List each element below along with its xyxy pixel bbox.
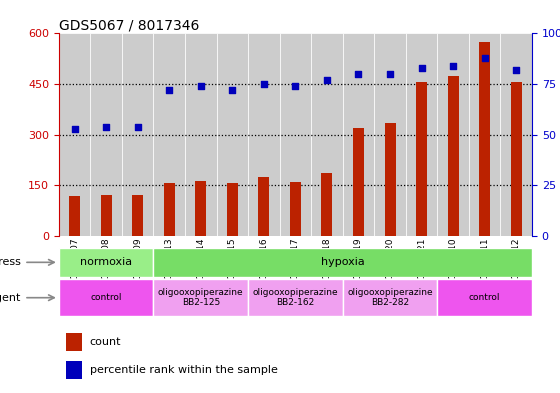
Point <box>323 77 332 83</box>
Point <box>228 87 237 93</box>
Bar <box>469 33 501 236</box>
Bar <box>132 195 143 236</box>
Point <box>291 83 300 89</box>
Bar <box>511 82 522 236</box>
Bar <box>227 183 238 236</box>
Point <box>165 87 174 93</box>
Bar <box>343 279 437 316</box>
Bar <box>153 33 185 236</box>
Bar <box>416 82 427 236</box>
Text: normoxia: normoxia <box>80 257 132 267</box>
Bar <box>101 195 111 236</box>
Point <box>354 71 363 77</box>
Bar <box>185 33 217 236</box>
Bar <box>69 196 80 236</box>
Bar <box>258 177 269 236</box>
Point <box>259 81 268 87</box>
Text: control: control <box>90 293 122 302</box>
Bar <box>290 182 301 236</box>
Bar <box>321 173 333 236</box>
Text: count: count <box>90 337 121 347</box>
Bar <box>59 248 153 277</box>
Text: hypoxia: hypoxia <box>321 257 365 267</box>
Bar <box>437 33 469 236</box>
Bar <box>311 33 343 236</box>
Point <box>417 65 426 71</box>
Point <box>133 123 142 130</box>
Bar <box>153 248 532 277</box>
Bar <box>385 123 395 236</box>
Text: oligooxopiperazine
BB2-125: oligooxopiperazine BB2-125 <box>158 288 244 307</box>
Bar <box>66 361 82 379</box>
Bar <box>66 333 82 351</box>
Bar <box>447 75 459 236</box>
Bar <box>164 182 175 236</box>
Text: stress: stress <box>0 257 21 267</box>
Point <box>449 62 458 69</box>
Bar <box>374 33 406 236</box>
Text: control: control <box>469 293 501 302</box>
Bar <box>248 279 343 316</box>
Text: percentile rank within the sample: percentile rank within the sample <box>90 365 277 375</box>
Point <box>385 71 394 77</box>
Point <box>480 55 489 61</box>
Bar <box>195 181 206 236</box>
Bar <box>343 33 374 236</box>
Bar <box>153 279 248 316</box>
Bar <box>59 279 153 316</box>
Text: GDS5067 / 8017346: GDS5067 / 8017346 <box>59 18 199 32</box>
Bar <box>59 33 90 236</box>
Point <box>70 125 79 132</box>
Bar <box>406 33 437 236</box>
Text: agent: agent <box>0 293 21 303</box>
Text: oligooxopiperazine
BB2-162: oligooxopiperazine BB2-162 <box>253 288 338 307</box>
Bar <box>479 42 490 236</box>
Bar <box>90 33 122 236</box>
Bar <box>217 33 248 236</box>
Bar <box>501 33 532 236</box>
Bar <box>437 279 532 316</box>
Point <box>512 67 521 73</box>
Point <box>101 123 110 130</box>
Point <box>196 83 205 89</box>
Bar <box>122 33 153 236</box>
Bar <box>248 33 279 236</box>
Bar <box>353 128 364 236</box>
Text: oligooxopiperazine
BB2-282: oligooxopiperazine BB2-282 <box>347 288 433 307</box>
Bar <box>279 33 311 236</box>
